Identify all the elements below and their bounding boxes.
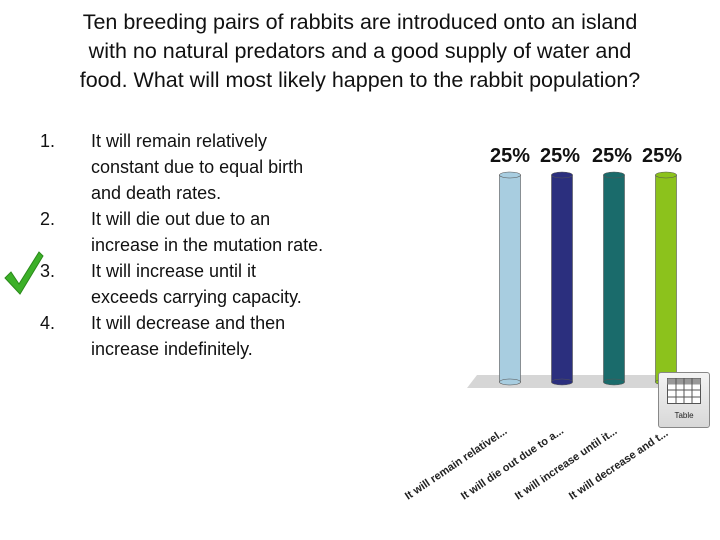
bar-4 bbox=[655, 171, 677, 386]
checkmark-icon bbox=[4, 251, 44, 295]
answer-line: increase in the mutation rate. bbox=[91, 235, 324, 255]
bar-1 bbox=[499, 171, 521, 386]
question-text: Ten breeding pairs of rabbits are introd… bbox=[20, 8, 700, 95]
category-label: It will remain relativel... bbox=[403, 425, 510, 502]
bar-value-label: 25% bbox=[540, 145, 580, 167]
answer-option-1[interactable]: 1. It will remain relatively constant du… bbox=[40, 128, 370, 206]
answer-line: exceeds carrying capacity. bbox=[91, 287, 302, 307]
answer-option-2[interactable]: 2. It will die out due to an increase in… bbox=[40, 206, 370, 258]
bar-value-label: 25% bbox=[490, 145, 530, 167]
answer-text: It will increase until it exceeds carryi… bbox=[91, 258, 361, 310]
question-line: Ten breeding pairs of rabbits are introd… bbox=[82, 10, 638, 34]
answer-line: increase indefinitely. bbox=[91, 339, 253, 359]
chart-floor bbox=[467, 375, 710, 388]
table-view-button[interactable]: Table bbox=[658, 372, 710, 428]
category-label: It will decrease and t... bbox=[567, 427, 671, 502]
question-line: food. What will most likely happen to th… bbox=[79, 68, 641, 92]
bar-2 bbox=[551, 171, 573, 386]
answer-line: constant due to equal birth bbox=[91, 157, 304, 177]
answer-text: It will remain relatively constant due t… bbox=[91, 128, 361, 206]
answer-option-3[interactable]: 3. It will increase until it exceeds car… bbox=[40, 258, 370, 310]
answer-option-4[interactable]: 4. It will decrease and then increase in… bbox=[40, 310, 370, 362]
table-grid-icon bbox=[667, 378, 701, 404]
bar-3 bbox=[603, 171, 625, 386]
table-button-label: Table bbox=[674, 411, 694, 420]
category-label: It will increase until it... bbox=[513, 425, 620, 502]
answer-line: and death rates. bbox=[91, 183, 222, 203]
answer-line: It will increase until it bbox=[91, 261, 257, 281]
bar-value-label: 25% bbox=[642, 145, 682, 167]
category-label: It will die out due to a... bbox=[459, 425, 566, 503]
answer-number: 3. bbox=[40, 261, 56, 281]
answer-line: It will die out due to an bbox=[91, 209, 271, 229]
response-bar-chart: 25% 25% 25% 25% It will remain relativel...… bbox=[403, 145, 710, 503]
answer-list: 1. It will remain relatively constant du… bbox=[40, 128, 370, 362]
answer-text: It will die out due to an increase in th… bbox=[91, 206, 361, 258]
answer-line: It will decrease and then bbox=[91, 313, 286, 333]
answer-line: It will remain relatively bbox=[91, 131, 268, 151]
answer-number: 1. bbox=[40, 131, 56, 151]
answer-number: 4. bbox=[40, 313, 56, 333]
question-line: with no natural predators and a good sup… bbox=[88, 39, 632, 63]
answer-number: 2. bbox=[40, 209, 56, 229]
bar-value-label: 25% bbox=[592, 145, 632, 167]
answer-text: It will decrease and then increase indef… bbox=[91, 310, 361, 362]
